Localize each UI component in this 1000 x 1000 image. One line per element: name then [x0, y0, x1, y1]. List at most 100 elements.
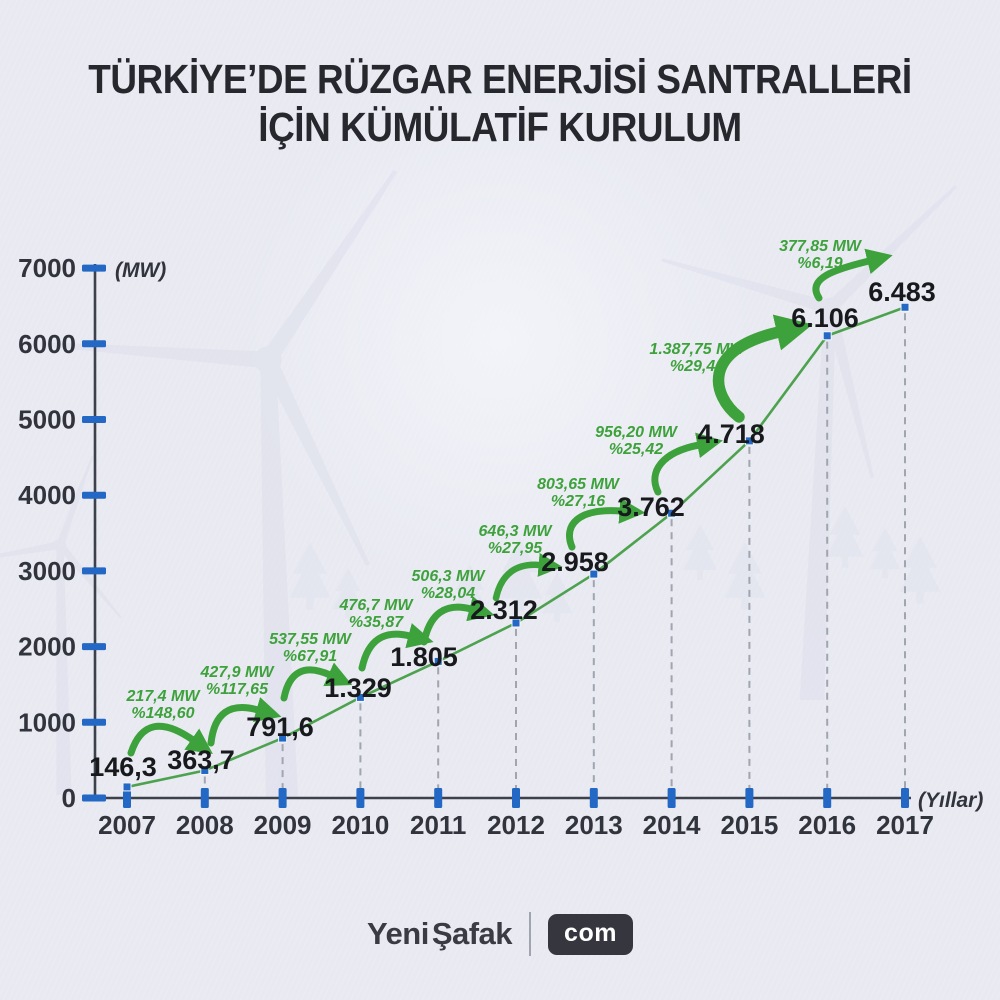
- x-tick-label: 2015: [720, 810, 778, 840]
- brand-part-1: Yeni: [367, 916, 429, 951]
- y-tick: [82, 567, 106, 575]
- data-point-label: 2.958: [541, 547, 609, 577]
- growth-arrow: [127, 722, 213, 757]
- y-axis-unit-label: (MW): [115, 259, 166, 282]
- data-point-marker: [278, 733, 288, 743]
- y-tick-label: 1000: [18, 707, 76, 737]
- footer-brand: Yeni Şafak com: [0, 904, 1000, 964]
- x-tick-label: 2012: [487, 810, 545, 840]
- annotation-change-mw: 377,85 MW: [779, 238, 863, 255]
- x-tick: [434, 788, 443, 808]
- title-line-1: TÜRKİYE’DE RÜZGAR ENERJİSİ SANTRALLERİ: [88, 56, 912, 102]
- growth-annotation: 803,65 MW%27,16: [537, 476, 621, 510]
- growth-arrow: [492, 552, 563, 602]
- annotation-change-percent: %6,19: [797, 255, 842, 272]
- data-point-marker: [589, 569, 599, 579]
- growth-arrow: [812, 248, 893, 302]
- data-point-marker: [822, 331, 832, 341]
- annotation-change-percent: %27,16: [551, 493, 605, 510]
- brand-part-2: Şafak: [431, 916, 513, 951]
- data-point-label: 3.762: [617, 492, 685, 522]
- data-point-marker: [122, 782, 132, 792]
- x-tick-label: 2016: [798, 810, 856, 840]
- x-tick: [589, 788, 598, 808]
- y-tick: [82, 340, 106, 348]
- annotation-change-mw: 537,55 MW: [269, 631, 353, 648]
- com-badge: com: [548, 913, 633, 955]
- y-tick: [82, 718, 106, 726]
- x-axis-unit-label: (Yıllar): [918, 789, 983, 812]
- data-point-marker: [355, 692, 365, 702]
- x-tick-label: 2007: [98, 810, 156, 840]
- growth-annotation: 476,7 MW%35,87: [339, 597, 415, 631]
- y-tick-label: 5000: [18, 405, 76, 435]
- x-tick: [512, 788, 520, 808]
- annotation-change-mw: 956,20 MW: [595, 424, 679, 441]
- y-tick: [82, 643, 106, 651]
- x-tick-label: 2011: [410, 810, 466, 840]
- data-point-marker: [667, 508, 677, 518]
- x-tick: [123, 788, 131, 808]
- x-tick: [356, 788, 365, 808]
- annotation-change-percent: %25,42: [609, 441, 663, 458]
- annotation-change-mw: 803,65 MW: [537, 476, 621, 493]
- x-tick-label: 2017: [876, 810, 934, 840]
- x-tick: [745, 788, 754, 808]
- x-tick: [278, 788, 287, 808]
- annotation-change-percent: %67,91: [283, 648, 337, 665]
- annotation-change-mw: 217,4 MW: [126, 688, 202, 705]
- data-point-label: 363,7: [167, 745, 235, 775]
- growth-annotation: 217,4 MW%148,60: [126, 688, 202, 722]
- y-tick-label: 7000: [18, 253, 76, 283]
- growth-arrows: [127, 248, 893, 757]
- growth-annotation: 646,3 MW%27,95: [479, 523, 554, 557]
- x-tick-label: 2010: [331, 810, 389, 840]
- growth-arrow: [358, 623, 434, 672]
- data-point-marker: [511, 618, 521, 628]
- growth-annotation: 537,55 MW%67,91: [269, 631, 353, 665]
- data-point-label: 2.312: [470, 595, 538, 625]
- annotation-change-mw: 506,3 MW: [412, 568, 487, 585]
- y-tick: [82, 491, 106, 499]
- growth-annotation: 377,85 MW%6,19: [779, 238, 863, 272]
- title-line-2: İÇİN KÜMÜLATİF KURULUM: [258, 103, 742, 150]
- growth-annotation: 506,3 MW%28,04: [412, 568, 487, 602]
- data-point-label: 1.329: [324, 673, 392, 703]
- x-tick: [200, 788, 209, 808]
- growth-arrow: [280, 662, 353, 702]
- data-point-marker: [200, 765, 210, 775]
- page-title: TÜRKİYE’DE RÜZGAR ENERJİSİ SANTRALLERİ İ…: [50, 56, 950, 151]
- data-point-label: 1.805: [390, 642, 458, 672]
- x-axis-ticks: 2007 2008 2009 2010 2011 2012 2013 2014 2015 2016…: [98, 788, 934, 840]
- data-point-label: 791,6: [246, 712, 314, 742]
- x-tick-label: 2014: [643, 810, 701, 840]
- annotation-change-percent: %117,65: [206, 681, 269, 698]
- growth-arrow: [420, 596, 495, 646]
- growth-annotation: 956,20 MW%25,42: [595, 424, 679, 458]
- x-tick: [667, 788, 676, 808]
- growth-arrow: [712, 314, 813, 423]
- annotation-change-percent: %35,87: [349, 614, 404, 631]
- annotation-change-percent: %148,60: [131, 705, 194, 722]
- data-point-marker: [744, 436, 754, 446]
- growth-arrow: [207, 697, 282, 747]
- x-tick-label: 2009: [254, 810, 312, 840]
- y-tick-label: 6000: [18, 329, 76, 359]
- data-point-label: 146,3: [89, 752, 157, 782]
- growth-arrow: [651, 432, 723, 496]
- annotation-change-mw: 476,7 MW: [339, 597, 415, 614]
- y-tick-label: 3000: [18, 556, 76, 586]
- y-tick: [82, 264, 106, 272]
- y-axis-ticks: 0 1000 2000 3000 4000 5000 6000 7000: [18, 253, 106, 813]
- x-tick-label: 2013: [565, 810, 623, 840]
- brand-logo: Yeni Şafak: [367, 916, 513, 952]
- y-tick: [82, 416, 106, 423]
- data-point-label: 4.718: [697, 419, 765, 449]
- axes: [93, 264, 911, 800]
- growth-arrow: [566, 497, 646, 551]
- x-tick: [823, 788, 832, 808]
